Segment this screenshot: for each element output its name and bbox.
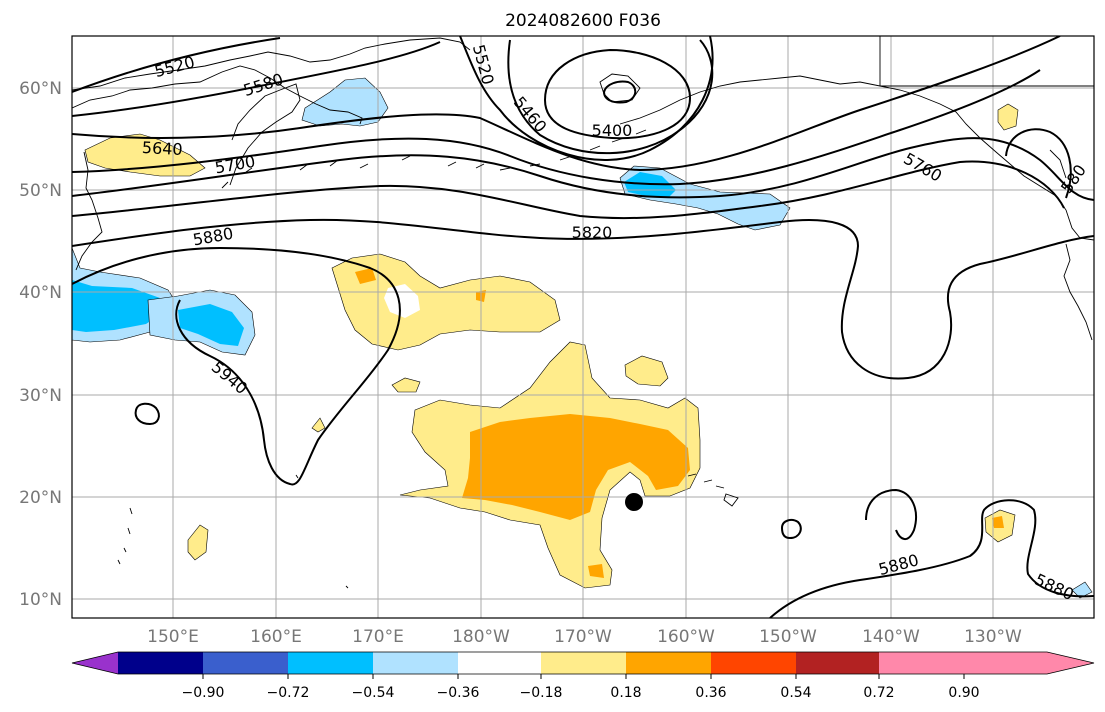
colorbar-extend-low: [72, 652, 118, 674]
pos-region-small-b: [187, 524, 209, 561]
contour-5880-east-loop: [865, 488, 917, 540]
colorbar-tick-label: 0.54: [780, 685, 811, 701]
lon-label: 150°W: [759, 627, 817, 647]
pos-region-north-pacific: [331, 253, 561, 351]
contour-label: 5640: [141, 138, 183, 159]
contour-5700: [72, 69, 1041, 186]
colorbar-segment: [458, 652, 541, 674]
colorbar-segment: [288, 652, 373, 674]
contour-5460-inner: [602, 80, 637, 104]
contour-label: 5400: [592, 121, 633, 140]
lon-label: 150°E: [147, 627, 199, 647]
colorbar: −0.90 −0.72 −0.54 −0.36 −0.18 0.18 0.36 …: [71, 651, 1095, 701]
pos-region-east-core: [992, 516, 1004, 528]
contour-5820: [72, 160, 1065, 220]
colorbar-segment: [203, 652, 288, 674]
coast-hawaii: [687, 473, 739, 507]
lat-label: 50°N: [19, 181, 62, 201]
colorbar-tick-label: −0.90: [182, 685, 225, 701]
lat-label: 30°N: [19, 386, 62, 406]
neg-region-west-core: [72, 280, 164, 332]
latitude-labels: 10°N 20°N 30°N 40°N 50°N 60°N: [19, 79, 62, 610]
neg-region-central-west-core: [178, 304, 244, 346]
contour-label: 5820: [572, 223, 613, 242]
colorbar-ticks: [202, 674, 965, 679]
pos-region-subtropical-small-core: [588, 564, 604, 578]
contour-5520-west: [72, 37, 281, 93]
contour-5880-west-ridge: [72, 246, 401, 486]
lon-label: 130°W: [964, 627, 1022, 647]
colorbar-tick-label: 0.36: [695, 685, 726, 701]
colorbar-tick-label: 0.18: [610, 685, 641, 701]
pos-region-alaska: [997, 103, 1019, 131]
lon-label: 160°W: [657, 627, 715, 647]
colorbar-tick-label: −0.72: [267, 685, 310, 701]
contour-5460: [507, 39, 714, 155]
lon-label: 160°E: [250, 627, 302, 647]
colorbar-tick-label: 0.72: [863, 685, 894, 701]
coast-kamchatka: [229, 83, 301, 186]
contour-5940-small: [134, 402, 160, 426]
coast-siberia: [72, 37, 471, 125]
negative-anomaly-shading: [72, 77, 1093, 599]
contour-5640: [72, 36, 1061, 172]
lat-label: 10°N: [19, 590, 62, 610]
contour-5520-center: [459, 36, 714, 161]
colorbar-segment: [796, 652, 879, 674]
lat-label: 60°N: [19, 79, 62, 99]
coast-canada: [1049, 149, 1094, 341]
contour-small-loop: [780, 519, 802, 540]
colorbar-segment: [541, 652, 626, 674]
contour-5760: [72, 137, 1094, 201]
lon-label: 140°W: [862, 627, 920, 647]
contour-5580-west: [72, 41, 441, 117]
coast-kuril: [75, 151, 103, 271]
lat-label: 20°N: [19, 488, 62, 508]
map-title: 2024082600 F036: [505, 11, 661, 31]
pos-region-small-a: [391, 377, 421, 393]
colorbar-segment: [626, 652, 711, 674]
pos-region-small-c: [311, 417, 326, 433]
storm-center-dot: [625, 493, 643, 511]
height-contours: [72, 36, 1094, 618]
lat-label: 40°N: [19, 283, 62, 303]
map-frame: [71, 35, 1095, 619]
coast-border: [879, 36, 1094, 87]
pos-region-north-core-a: [355, 268, 376, 284]
colorbar-tick-label: −0.18: [520, 685, 563, 701]
contour-5880-north: [72, 218, 1094, 380]
longitude-labels: 150°E 160°E 170°E 180°W 170°W 160°W 150°…: [147, 627, 1022, 647]
lon-label: 180°W: [452, 627, 510, 647]
colorbar-tick-label: −0.54: [352, 685, 395, 701]
colorbar-segment: [373, 652, 458, 674]
coast-islands-sw: [117, 474, 349, 589]
lon-label: 170°W: [554, 627, 612, 647]
colorbar-outline: [71, 651, 1095, 675]
colorbar-segment: [711, 652, 796, 674]
colorbar-segment: [118, 652, 203, 674]
colorbar-tick-label: 0.90: [948, 685, 979, 701]
contour-5880-south: [769, 499, 1094, 618]
colorbar-segment: [879, 652, 964, 674]
colorbar-tick-label: −0.36: [437, 685, 480, 701]
pos-region-subtropical-core: [462, 414, 690, 520]
map-area: 5520 5580 5520 5460 5400 5640 5700 5760 …: [72, 36, 1094, 618]
contour-alaska-loop: [1005, 128, 1072, 199]
lon-label: 170°E: [352, 627, 404, 647]
pos-region-hawaii-n: [624, 355, 669, 387]
contour-5400: [543, 48, 692, 140]
